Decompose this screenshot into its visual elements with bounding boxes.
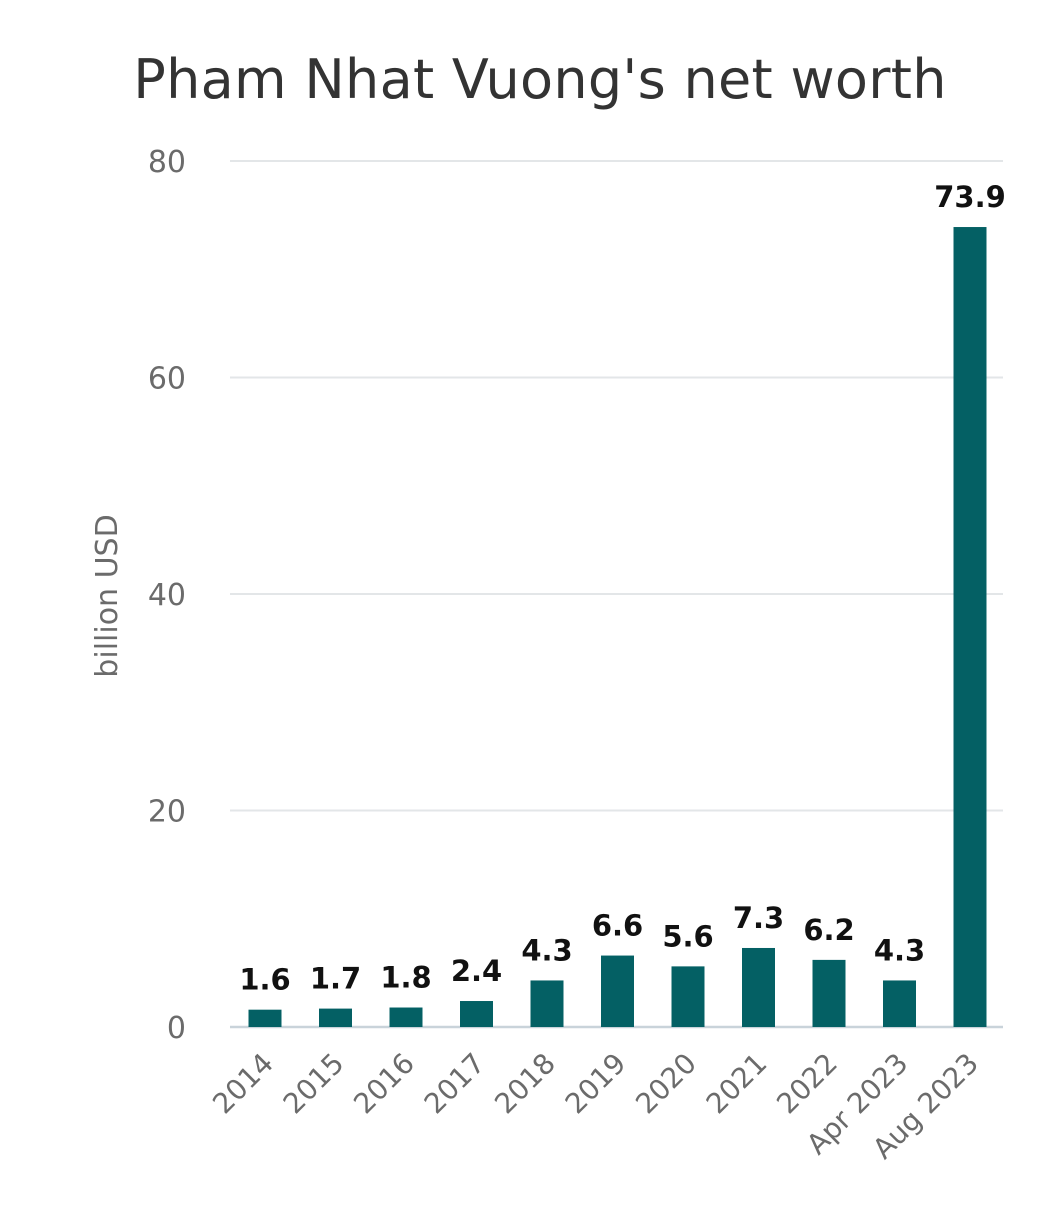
data-label: 73.9 bbox=[934, 180, 1006, 214]
data-label: 2.4 bbox=[451, 954, 502, 988]
x-axis-ticks: 201420152016201720182019202020212022Apr … bbox=[206, 1047, 985, 1166]
x-tick-label: 2017 bbox=[418, 1047, 492, 1121]
data-label: 6.2 bbox=[803, 913, 854, 947]
bar bbox=[530, 980, 564, 1027]
data-label: 4.3 bbox=[874, 933, 925, 967]
bar bbox=[248, 1009, 282, 1027]
x-tick-label: 2019 bbox=[559, 1047, 633, 1121]
x-tick-label: 2015 bbox=[277, 1047, 351, 1121]
x-tick-label: 2016 bbox=[347, 1047, 421, 1121]
bar bbox=[601, 955, 634, 1027]
bar bbox=[883, 980, 916, 1027]
data-label: 1.8 bbox=[380, 961, 431, 995]
y-tick-label: 40 bbox=[148, 578, 186, 613]
bar bbox=[742, 947, 775, 1027]
x-tick-label: 2014 bbox=[206, 1047, 280, 1121]
x-tick-label: 2020 bbox=[629, 1047, 703, 1121]
bar bbox=[319, 1008, 352, 1027]
bar bbox=[460, 1001, 493, 1027]
data-label: 5.6 bbox=[662, 919, 713, 953]
y-tick-label: 60 bbox=[148, 362, 186, 397]
data-labels: 1.6 1.7 1.8 2.4 4.3 6.6 5.6 7.3 6.2 4.3 73.9 bbox=[239, 180, 1005, 997]
data-label: 6.6 bbox=[592, 909, 643, 943]
bar bbox=[389, 1007, 423, 1027]
data-label: 4.3 bbox=[521, 933, 572, 967]
y-axis-ticks: 0 20 40 60 80 bbox=[148, 145, 186, 1046]
y-tick-label: 20 bbox=[148, 795, 186, 830]
bar bbox=[953, 227, 987, 1028]
x-tick-label: 2018 bbox=[488, 1047, 562, 1121]
gridlines bbox=[230, 160, 1003, 1029]
y-axis-title: billion USD bbox=[90, 514, 125, 677]
y-tick-label: 80 bbox=[148, 145, 186, 180]
bar bbox=[671, 966, 705, 1027]
data-label: 1.7 bbox=[310, 962, 361, 996]
x-tick-label: 2021 bbox=[700, 1047, 774, 1121]
chart-title: Pham Nhat Vuong's net worth bbox=[133, 48, 947, 111]
bars bbox=[248, 227, 987, 1028]
data-label: 1.6 bbox=[239, 963, 290, 997]
data-label: 7.3 bbox=[733, 901, 784, 935]
y-tick-label: 0 bbox=[167, 1011, 186, 1046]
bar bbox=[812, 959, 846, 1027]
